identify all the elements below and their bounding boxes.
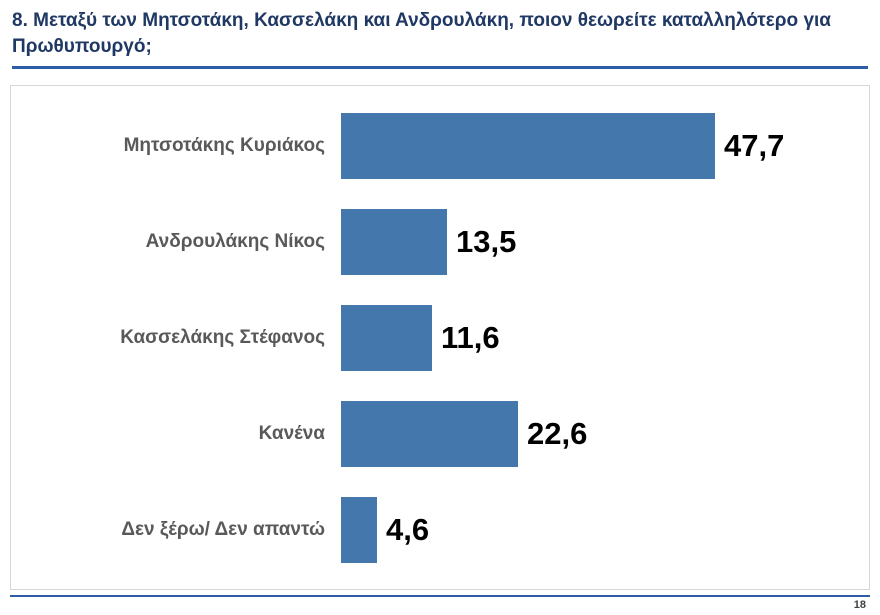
page-number: 18 xyxy=(853,599,866,611)
bar xyxy=(341,305,432,372)
bar-track: 11,6 xyxy=(341,305,859,372)
question-title: 8. Μεταξύ των Μητσοτάκη, Κασσελάκη και Α… xyxy=(12,10,831,57)
bar-row: Κασσελάκης Στέφανος 11,6 xyxy=(11,290,859,386)
category-label: Μητσοτάκης Κυριάκος xyxy=(123,135,325,157)
value-label: 22,6 xyxy=(527,416,588,452)
bar xyxy=(341,113,715,180)
category-label: Ανδρουλάκης Νίκος xyxy=(145,231,325,253)
bar xyxy=(341,401,518,468)
title-divider xyxy=(12,66,868,70)
bar-chart: Μητσοτάκης Κυριάκος 47,7 Ανδρουλάκης Νίκος… xyxy=(10,85,870,591)
bar xyxy=(341,497,377,564)
bar xyxy=(341,209,447,276)
bar-row: Δεν ξέρω/ Δεν απαντώ 4,6 xyxy=(11,482,859,578)
bar-rows: Μητσοτάκης Κυριάκος 47,7 Ανδρουλάκης Νίκος… xyxy=(11,98,859,578)
bar-track: 13,5 xyxy=(341,209,859,276)
bar-track: 4,6 xyxy=(341,497,859,564)
bar-row: Κανένα 22,6 xyxy=(11,386,859,482)
bar-track: 22,6 xyxy=(341,401,859,468)
value-label: 4,6 xyxy=(386,512,430,548)
bar-track: 47,7 xyxy=(341,113,859,180)
category-label: Κανένα xyxy=(258,423,325,445)
category-label: Δεν ξέρω/ Δεν απαντώ xyxy=(121,519,325,541)
footer: 18 xyxy=(10,595,870,611)
footer-divider xyxy=(10,595,870,597)
category-label: Κασσελάκης Στέφανος xyxy=(120,327,325,349)
value-label: 13,5 xyxy=(456,224,517,260)
value-label: 47,7 xyxy=(724,128,785,164)
bar-row: Μητσοτάκης Κυριάκος 47,7 xyxy=(11,98,859,194)
value-label: 11,6 xyxy=(441,320,500,356)
header: 8. Μεταξύ των Μητσοτάκη, Κασσελάκη και Α… xyxy=(0,0,880,70)
bar-row: Ανδρουλάκης Νίκος 13,5 xyxy=(11,194,859,290)
